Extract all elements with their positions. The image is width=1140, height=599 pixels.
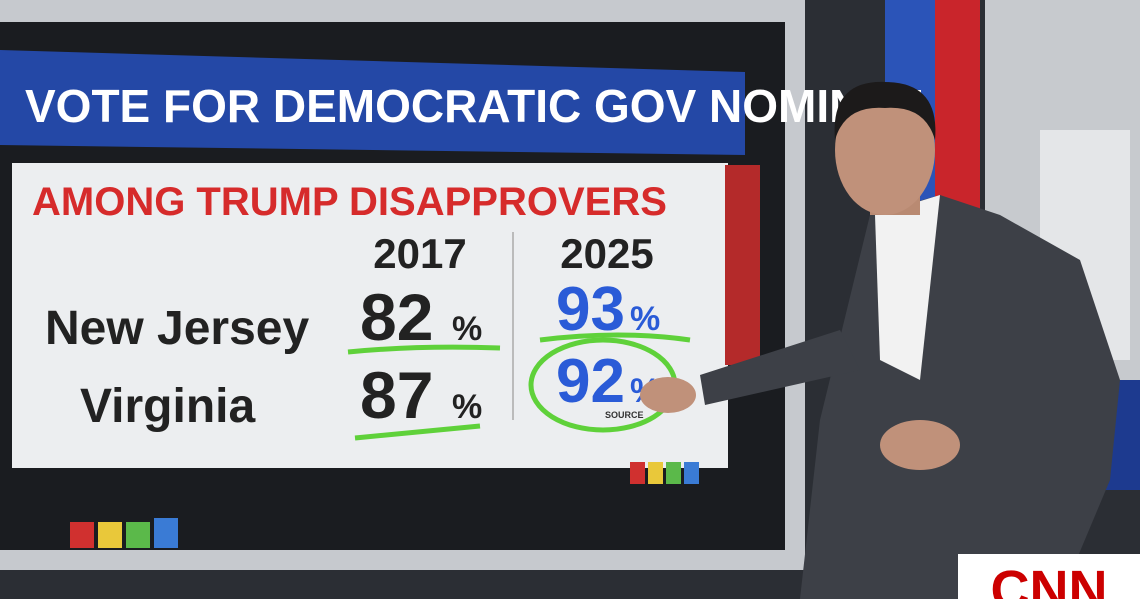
chip bbox=[70, 522, 94, 548]
content-panel bbox=[12, 163, 728, 468]
title: VOTE FOR DEMOCRATIC GOV NOMINEE bbox=[25, 80, 924, 132]
hand bbox=[880, 420, 960, 470]
value: 82 bbox=[360, 280, 433, 354]
hair bbox=[834, 81, 936, 140]
chip bbox=[126, 522, 150, 548]
column-header: 2017 bbox=[373, 230, 466, 277]
column-header: 2025 bbox=[560, 230, 653, 277]
subtitle: AMONG TRUMP DISAPPROVERS bbox=[32, 180, 667, 224]
row-label: New Jersey bbox=[45, 302, 309, 355]
source: SOURCE bbox=[605, 410, 644, 420]
value: 93 bbox=[556, 275, 625, 344]
value: 92 bbox=[556, 347, 625, 416]
percent: % bbox=[630, 300, 660, 338]
chip bbox=[98, 522, 122, 548]
chip bbox=[630, 462, 645, 484]
red-pillar bbox=[935, 0, 980, 220]
arm bbox=[700, 330, 860, 405]
chip bbox=[154, 518, 178, 548]
row-label: Virginia bbox=[80, 380, 255, 433]
annotation-underline bbox=[354, 423, 481, 441]
hand bbox=[640, 377, 696, 413]
chip bbox=[666, 462, 681, 484]
logo: CNN bbox=[991, 560, 1108, 599]
annotation-underline bbox=[539, 332, 691, 343]
side-menu bbox=[725, 165, 760, 365]
head bbox=[835, 85, 935, 215]
shirt bbox=[875, 195, 940, 380]
percent: % bbox=[452, 310, 482, 348]
annotation-underline bbox=[347, 344, 501, 355]
chip bbox=[684, 462, 699, 484]
chip bbox=[648, 462, 663, 484]
logo-box bbox=[958, 554, 1140, 599]
header-bar bbox=[0, 50, 745, 155]
percent: % bbox=[452, 388, 482, 426]
value: 87 bbox=[360, 358, 433, 432]
